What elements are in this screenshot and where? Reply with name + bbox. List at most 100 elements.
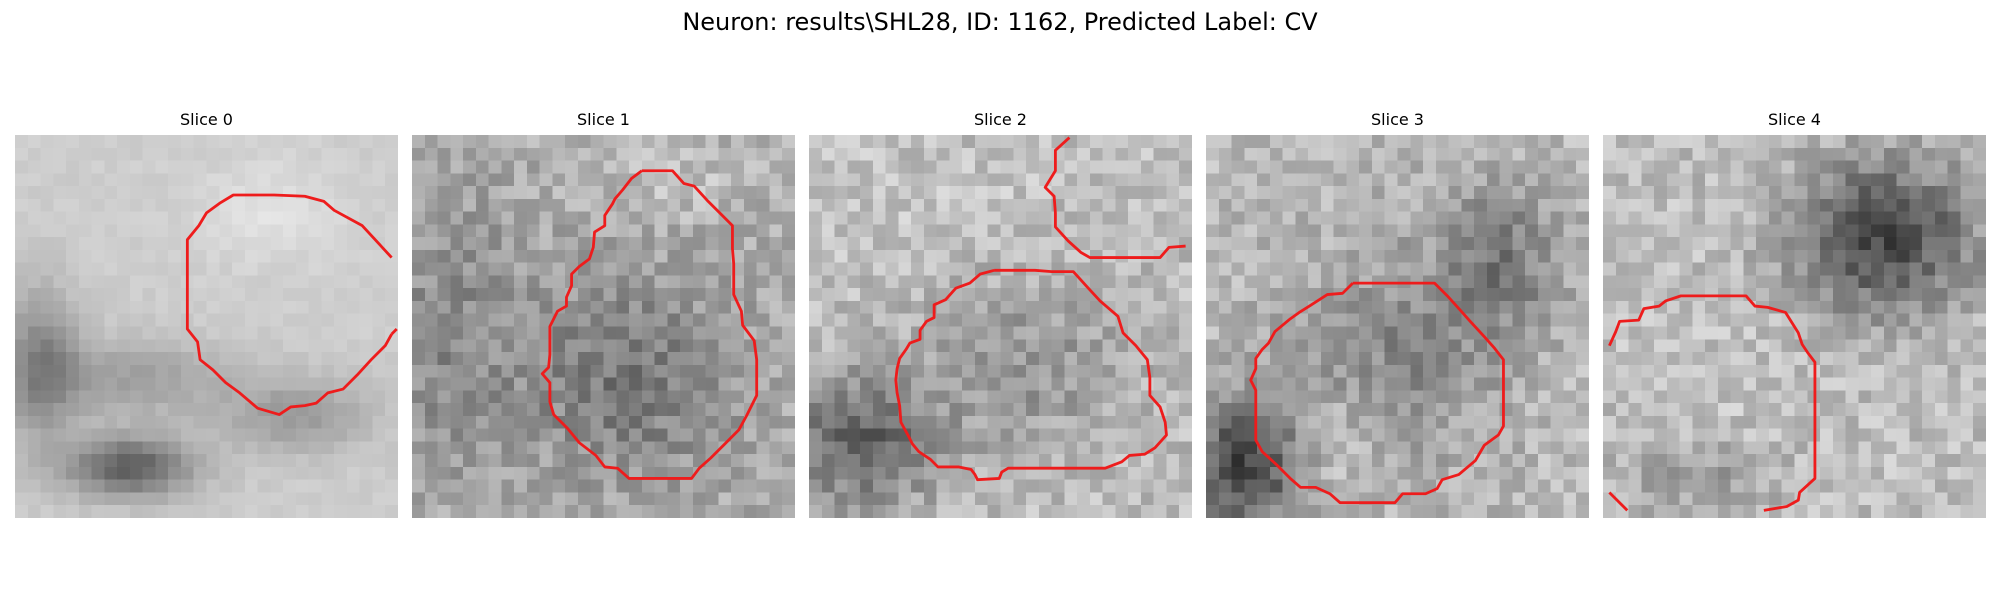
pixel	[1486, 352, 1500, 366]
pixel	[1858, 466, 1872, 480]
pixel	[1743, 160, 1757, 174]
pixel	[15, 326, 29, 340]
pixel	[1807, 326, 1821, 340]
pixel	[1717, 377, 1731, 391]
pixel	[860, 275, 874, 289]
pixel	[475, 135, 489, 149]
pixel	[412, 415, 426, 429]
pixel	[769, 147, 783, 161]
pixel	[782, 339, 795, 353]
pixel	[936, 390, 950, 404]
pixel	[104, 147, 118, 161]
pixel	[1295, 313, 1309, 327]
pixel	[27, 415, 41, 429]
pixel	[1845, 377, 1859, 391]
pixel	[1525, 211, 1539, 225]
pixel	[1320, 275, 1334, 289]
pixel	[283, 288, 297, 302]
pixel	[974, 466, 988, 480]
pixel	[962, 262, 976, 276]
pixel	[488, 364, 502, 378]
pixel	[193, 390, 207, 404]
pixel	[1371, 249, 1385, 263]
pixel	[1346, 147, 1360, 161]
pixel	[1960, 466, 1974, 480]
pixel	[847, 288, 861, 302]
pixel	[514, 211, 528, 225]
pixel	[641, 415, 655, 429]
pixel	[475, 377, 489, 391]
pixel	[1244, 211, 1258, 225]
pixel	[1140, 147, 1154, 161]
pixel	[78, 505, 92, 518]
pixel	[1206, 479, 1220, 493]
pixel	[718, 492, 732, 506]
pixel	[1244, 173, 1258, 187]
pixel	[616, 441, 630, 455]
pixel	[1756, 505, 1770, 518]
pixel	[1883, 160, 1897, 174]
pixel	[1807, 275, 1821, 289]
pixel	[117, 173, 131, 187]
pixel	[1537, 352, 1551, 366]
pixel	[1960, 198, 1974, 212]
pixel	[1410, 198, 1424, 212]
pixel	[1820, 352, 1834, 366]
pixel	[1089, 198, 1103, 212]
pixel	[155, 326, 169, 340]
pixel	[168, 249, 182, 263]
pixel	[1308, 428, 1322, 442]
pixel	[142, 275, 156, 289]
pixel	[129, 211, 143, 225]
pixel	[424, 492, 438, 506]
pixel	[590, 186, 604, 200]
pixel	[1717, 454, 1731, 468]
pixel	[1794, 454, 1808, 468]
pixel	[1563, 492, 1577, 506]
pixel	[1550, 173, 1564, 187]
pixel	[1499, 300, 1513, 314]
pixel	[232, 454, 246, 468]
pixel	[244, 249, 258, 263]
pixel	[1973, 403, 1986, 417]
pixel	[283, 454, 297, 468]
pixel	[949, 441, 963, 455]
pixel	[769, 160, 783, 174]
pixel	[168, 135, 182, 149]
pixel	[1231, 428, 1245, 442]
pixel	[680, 313, 694, 327]
pixel	[756, 237, 770, 251]
pixel	[1461, 390, 1475, 404]
pixel	[1960, 135, 1974, 149]
pixel	[1525, 135, 1539, 149]
pixel	[1410, 505, 1424, 518]
pixel	[1153, 454, 1167, 468]
pixel	[641, 352, 655, 366]
pixel	[1576, 492, 1589, 506]
pixel	[885, 352, 899, 366]
pixel	[923, 352, 937, 366]
pixel	[603, 352, 617, 366]
pixel	[872, 288, 886, 302]
pixel	[1051, 390, 1065, 404]
pixel	[1218, 160, 1232, 174]
pixel	[1166, 352, 1180, 366]
pixel	[372, 479, 386, 493]
pixel	[1269, 147, 1283, 161]
pixel	[1244, 466, 1258, 480]
pixel	[629, 275, 643, 289]
pixel	[1717, 390, 1731, 404]
pixel	[1166, 505, 1180, 518]
pixel	[526, 466, 540, 480]
pixel	[1089, 186, 1103, 200]
pixel	[346, 352, 360, 366]
pixel	[1679, 249, 1693, 263]
pixel	[911, 428, 925, 442]
pixel	[385, 313, 398, 327]
pixel	[949, 479, 963, 493]
pixel	[1512, 466, 1526, 480]
pixel	[1679, 211, 1693, 225]
pixel	[1743, 352, 1757, 366]
pixel	[346, 313, 360, 327]
pixel	[1435, 275, 1449, 289]
